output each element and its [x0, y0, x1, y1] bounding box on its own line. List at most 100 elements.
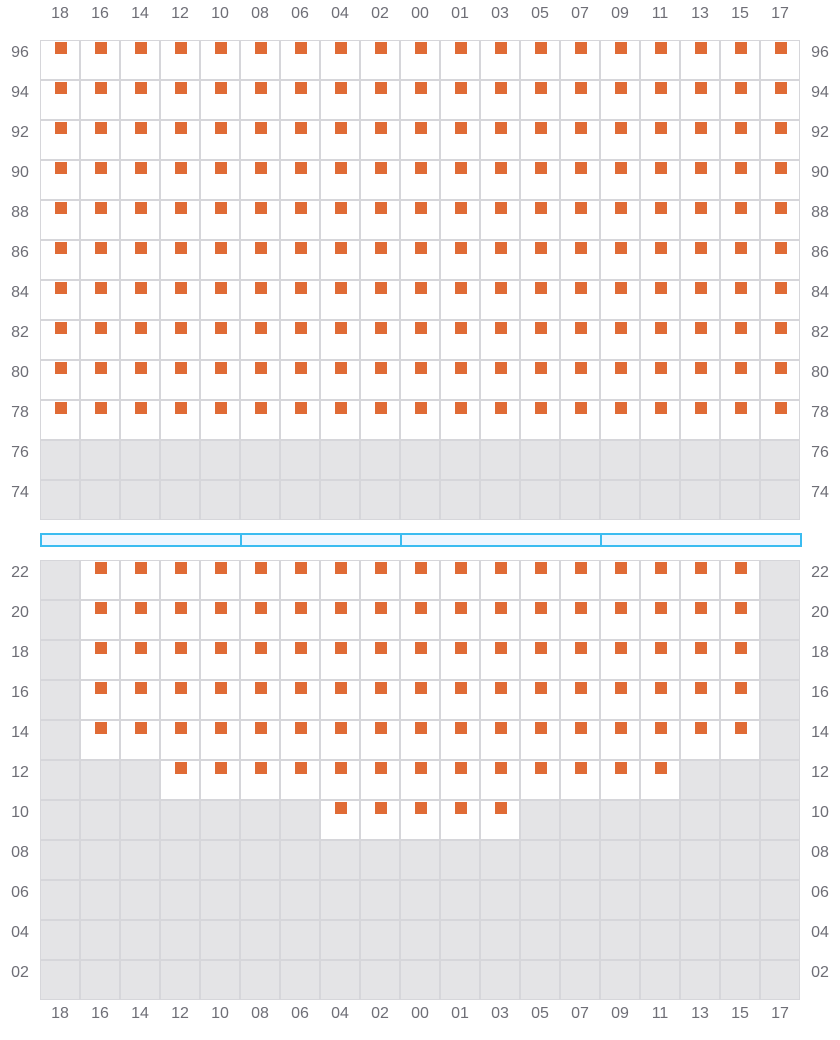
- seat-available[interactable]: [175, 682, 187, 694]
- seat-available[interactable]: [695, 562, 707, 574]
- seat-available[interactable]: [535, 242, 547, 254]
- seat-available[interactable]: [655, 162, 667, 174]
- seat-available[interactable]: [655, 402, 667, 414]
- seat-cell[interactable]: [320, 240, 360, 280]
- seat-cell[interactable]: [560, 360, 600, 400]
- seat-available[interactable]: [215, 682, 227, 694]
- seat-available[interactable]: [655, 602, 667, 614]
- seat-cell[interactable]: [520, 160, 560, 200]
- seat-available[interactable]: [95, 682, 107, 694]
- seat-cell[interactable]: [160, 720, 200, 760]
- seat-cell[interactable]: [320, 40, 360, 80]
- seat-available[interactable]: [175, 42, 187, 54]
- seat-available[interactable]: [215, 202, 227, 214]
- seat-cell[interactable]: [200, 240, 240, 280]
- seat-available[interactable]: [375, 722, 387, 734]
- seat-available[interactable]: [255, 642, 267, 654]
- seat-available[interactable]: [95, 322, 107, 334]
- seat-cell[interactable]: [200, 760, 240, 800]
- seat-available[interactable]: [55, 322, 67, 334]
- seat-cell[interactable]: [280, 560, 320, 600]
- seat-available[interactable]: [495, 242, 507, 254]
- seat-available[interactable]: [95, 362, 107, 374]
- seat-cell[interactable]: [120, 160, 160, 200]
- seat-cell[interactable]: [160, 560, 200, 600]
- seat-cell[interactable]: [280, 360, 320, 400]
- seat-cell[interactable]: [480, 280, 520, 320]
- seat-cell[interactable]: [600, 200, 640, 240]
- seat-cell[interactable]: [120, 560, 160, 600]
- seat-cell[interactable]: [360, 400, 400, 440]
- seat-cell[interactable]: [440, 680, 480, 720]
- seat-available[interactable]: [255, 722, 267, 734]
- seat-available[interactable]: [55, 202, 67, 214]
- seat-cell[interactable]: [760, 320, 800, 360]
- seat-cell[interactable]: [120, 320, 160, 360]
- seat-available[interactable]: [415, 202, 427, 214]
- seat-cell[interactable]: [80, 400, 120, 440]
- seat-available[interactable]: [55, 162, 67, 174]
- seat-cell[interactable]: [240, 40, 280, 80]
- seat-available[interactable]: [575, 42, 587, 54]
- seat-available[interactable]: [535, 122, 547, 134]
- seat-cell[interactable]: [720, 640, 760, 680]
- seat-cell[interactable]: [80, 200, 120, 240]
- seat-available[interactable]: [695, 242, 707, 254]
- seat-available[interactable]: [455, 802, 467, 814]
- seat-available[interactable]: [535, 682, 547, 694]
- seat-available[interactable]: [375, 282, 387, 294]
- seat-cell[interactable]: [200, 160, 240, 200]
- seat-cell[interactable]: [80, 600, 120, 640]
- seat-available[interactable]: [375, 122, 387, 134]
- seat-cell[interactable]: [160, 640, 200, 680]
- seat-cell[interactable]: [160, 40, 200, 80]
- seat-cell[interactable]: [240, 120, 280, 160]
- seat-cell[interactable]: [480, 80, 520, 120]
- seat-cell[interactable]: [80, 360, 120, 400]
- seat-cell[interactable]: [600, 320, 640, 360]
- seat-available[interactable]: [615, 162, 627, 174]
- seat-available[interactable]: [655, 362, 667, 374]
- seat-cell[interactable]: [200, 360, 240, 400]
- seat-cell[interactable]: [640, 560, 680, 600]
- seat-available[interactable]: [495, 122, 507, 134]
- seat-cell[interactable]: [80, 280, 120, 320]
- seat-cell[interactable]: [440, 760, 480, 800]
- seat-cell[interactable]: [240, 200, 280, 240]
- seat-available[interactable]: [95, 162, 107, 174]
- seat-cell[interactable]: [360, 800, 400, 840]
- seat-cell[interactable]: [520, 320, 560, 360]
- seat-cell[interactable]: [320, 560, 360, 600]
- seat-cell[interactable]: [360, 640, 400, 680]
- seat-cell[interactable]: [680, 640, 720, 680]
- seat-cell[interactable]: [400, 720, 440, 760]
- seat-cell[interactable]: [320, 800, 360, 840]
- seat-available[interactable]: [95, 562, 107, 574]
- seat-cell[interactable]: [400, 80, 440, 120]
- seat-available[interactable]: [55, 362, 67, 374]
- seat-cell[interactable]: [360, 80, 400, 120]
- seat-available[interactable]: [95, 282, 107, 294]
- seat-available[interactable]: [615, 602, 627, 614]
- seat-cell[interactable]: [120, 400, 160, 440]
- seat-cell[interactable]: [480, 160, 520, 200]
- seat-available[interactable]: [335, 202, 347, 214]
- seat-available[interactable]: [735, 322, 747, 334]
- seat-cell[interactable]: [440, 720, 480, 760]
- seat-available[interactable]: [535, 722, 547, 734]
- seat-cell[interactable]: [360, 40, 400, 80]
- seat-available[interactable]: [735, 42, 747, 54]
- seat-available[interactable]: [455, 122, 467, 134]
- seat-cell[interactable]: [360, 280, 400, 320]
- seat-cell[interactable]: [160, 200, 200, 240]
- seat-available[interactable]: [415, 562, 427, 574]
- seat-available[interactable]: [255, 282, 267, 294]
- seat-available[interactable]: [455, 642, 467, 654]
- seat-available[interactable]: [95, 642, 107, 654]
- seat-cell[interactable]: [440, 240, 480, 280]
- seat-cell[interactable]: [680, 280, 720, 320]
- seat-available[interactable]: [695, 402, 707, 414]
- seat-cell[interactable]: [680, 80, 720, 120]
- seat-cell[interactable]: [200, 720, 240, 760]
- seat-cell[interactable]: [680, 720, 720, 760]
